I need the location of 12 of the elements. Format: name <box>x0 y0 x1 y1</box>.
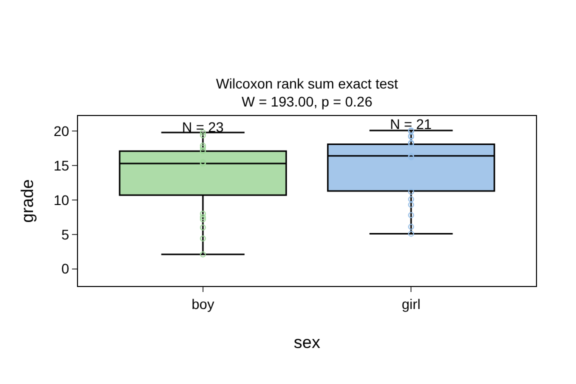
x-tick-label: girl <box>402 296 420 312</box>
y-tick-label: 5 <box>61 226 70 242</box>
y-tick-label: 15 <box>54 157 70 174</box>
y-axis-title: grade <box>18 179 38 223</box>
y-tick-label: 0 <box>61 260 70 277</box>
y-tick-label: 20 <box>54 123 70 140</box>
annotation: N = 23 <box>182 119 224 135</box>
chart-title: Wilcoxon rank sum exact test W = 193.00, p = 0.26 <box>216 75 398 110</box>
x-tick-label: boy <box>192 296 214 312</box>
annotation: N = 21 <box>390 116 432 132</box>
y-tick-label: 10 <box>54 192 70 208</box>
x-axis-title: sex <box>294 333 321 352</box>
